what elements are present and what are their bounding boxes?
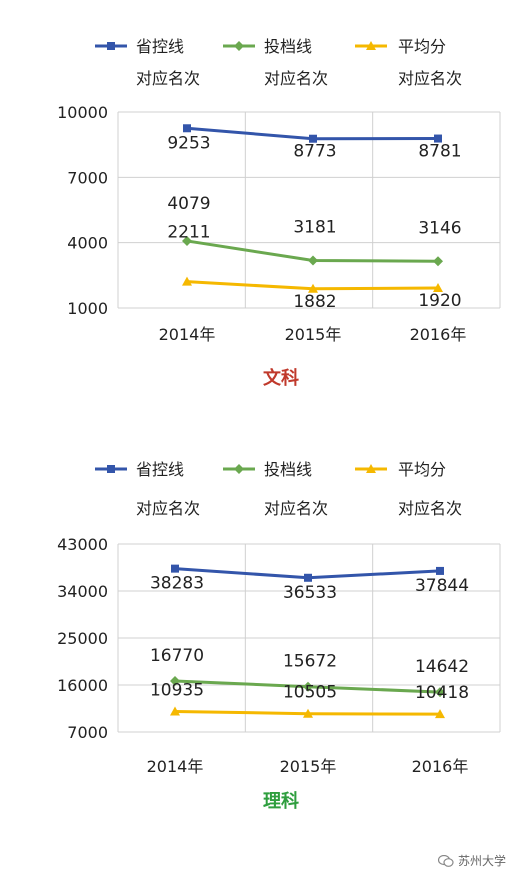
data-point-1-0 bbox=[182, 235, 192, 246]
data-point-1-1 bbox=[303, 681, 313, 692]
data-label-2-1: 10505 bbox=[283, 683, 337, 703]
data-label-2-0: 10935 bbox=[150, 680, 204, 700]
legend-label-0: 省控线 bbox=[136, 37, 184, 56]
legend-label-1: 投档线 bbox=[264, 460, 312, 479]
legend-sublabel-2: 对应名次 bbox=[398, 499, 462, 518]
data-point-0-0 bbox=[171, 564, 179, 573]
data-label-2-2: 10418 bbox=[415, 683, 469, 703]
legend-label-2: 平均分 bbox=[398, 37, 446, 56]
x-tick-label: 2015年 bbox=[280, 757, 337, 776]
data-label-1-0: 4079 bbox=[167, 194, 210, 214]
legend-marker-1 bbox=[234, 41, 244, 51]
y-tick-label: 25000 bbox=[57, 629, 108, 648]
data-point-2-1 bbox=[308, 283, 318, 293]
y-tick-label: 4000 bbox=[67, 234, 108, 253]
legend-label-2: 平均分 bbox=[398, 460, 446, 479]
data-label-2-1: 1882 bbox=[293, 292, 336, 312]
y-tick-label: 10000 bbox=[57, 103, 108, 122]
x-tick-label: 2014年 bbox=[159, 325, 216, 344]
legend-sublabel-0: 对应名次 bbox=[136, 499, 200, 518]
data-point-1-1 bbox=[308, 255, 318, 266]
chart-title: 理科 bbox=[263, 790, 299, 812]
y-tick-label: 7000 bbox=[67, 168, 108, 187]
data-label-1-1: 3181 bbox=[293, 218, 336, 238]
watermark-text: 苏州大学 bbox=[457, 854, 506, 868]
data-label-0-0: 9253 bbox=[167, 133, 210, 153]
y-tick-label: 16000 bbox=[57, 676, 108, 695]
data-point-0-1 bbox=[309, 134, 317, 143]
y-tick-label: 34000 bbox=[57, 582, 108, 601]
data-point-1-2 bbox=[435, 687, 445, 698]
data-point-1-2 bbox=[433, 256, 443, 267]
y-tick-label: 43000 bbox=[57, 535, 108, 554]
x-tick-label: 2015年 bbox=[285, 325, 342, 344]
x-tick-label: 2016年 bbox=[410, 325, 467, 344]
data-point-2-2 bbox=[433, 282, 443, 292]
watermark: 苏州大学 bbox=[437, 852, 506, 869]
data-point-0-0 bbox=[183, 124, 191, 133]
data-point-0-2 bbox=[436, 566, 444, 575]
legend-label-1: 投档线 bbox=[264, 37, 312, 56]
wechat-icon bbox=[437, 854, 454, 867]
chart-title: 文科 bbox=[263, 367, 299, 389]
legend-label-0: 省控线 bbox=[136, 460, 184, 479]
legend-sublabel-0: 对应名次 bbox=[136, 69, 200, 88]
legend-sublabel-1: 对应名次 bbox=[264, 499, 328, 518]
legend-marker-2 bbox=[366, 41, 376, 50]
data-point-2-2 bbox=[435, 709, 445, 719]
data-label-1-1: 15672 bbox=[283, 652, 337, 672]
data-label-0-1: 36533 bbox=[283, 583, 337, 603]
data-point-0-1 bbox=[304, 573, 312, 582]
x-tick-label: 2016年 bbox=[412, 757, 469, 776]
data-label-2-2: 1920 bbox=[418, 291, 461, 311]
legend-marker-2 bbox=[366, 464, 376, 473]
legend-marker-0 bbox=[107, 42, 115, 50]
x-tick-label: 2014年 bbox=[147, 757, 204, 776]
data-point-2-0 bbox=[170, 706, 180, 716]
y-tick-label: 1000 bbox=[67, 299, 108, 318]
data-label-1-2: 14642 bbox=[415, 657, 469, 677]
data-label-0-2: 37844 bbox=[415, 576, 469, 596]
legend-marker-1 bbox=[234, 464, 244, 474]
data-point-1-0 bbox=[170, 675, 180, 686]
legend-marker-0 bbox=[107, 465, 115, 473]
data-point-2-0 bbox=[182, 276, 192, 286]
y-tick-label: 7000 bbox=[67, 723, 108, 742]
data-label-0-1: 8773 bbox=[293, 142, 336, 162]
data-point-2-1 bbox=[303, 708, 313, 718]
data-label-1-0: 16770 bbox=[150, 646, 204, 666]
legend-sublabel-1: 对应名次 bbox=[264, 69, 328, 88]
data-label-2-0: 2211 bbox=[167, 223, 210, 243]
legend-sublabel-2: 对应名次 bbox=[398, 69, 462, 88]
data-label-0-2: 8781 bbox=[418, 142, 461, 162]
data-label-1-2: 3146 bbox=[418, 218, 461, 238]
data-label-0-0: 38283 bbox=[150, 574, 204, 594]
data-point-0-2 bbox=[434, 134, 442, 143]
